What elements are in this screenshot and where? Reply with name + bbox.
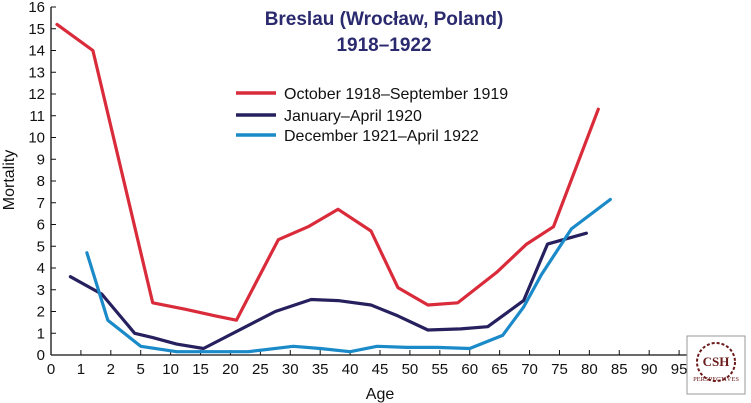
x-axis-label: Age xyxy=(366,386,395,403)
x-tick-label: 50 xyxy=(402,361,419,378)
y-tick-label: 4 xyxy=(37,260,45,277)
x-tick-label: 70 xyxy=(521,361,538,378)
x-tick-label: 55 xyxy=(431,361,448,378)
y-tick-label: 5 xyxy=(37,238,45,255)
series-lines xyxy=(55,22,612,354)
x-tick-label: 90 xyxy=(641,361,658,378)
y-tick-label: 1 xyxy=(37,325,45,342)
series-line-2 xyxy=(68,231,588,351)
y-tick-label: 6 xyxy=(37,217,45,234)
csh-perspectives-logo: CSH PERSPECTIVES xyxy=(686,335,746,395)
y-tick-label: 0 xyxy=(37,347,45,364)
y-axis-label: Mortality xyxy=(1,150,18,210)
y-tick-label: 2 xyxy=(37,304,45,321)
axes xyxy=(50,7,709,356)
logo-ring xyxy=(696,342,736,382)
x-tick-label: 15 xyxy=(192,361,209,378)
x-tick-label: 10 xyxy=(162,361,179,378)
x-tick-label: 45 xyxy=(372,361,389,378)
x-axis-ticks: 0 1 2 5 10 15 20 25 30 35 40 45 50 55 60 65 70 75 80 85 90 95… xyxy=(47,350,722,378)
x-tick-label: 2 xyxy=(107,361,115,378)
x-tick-label: 35 xyxy=(312,361,329,378)
legend: October 1918–September 1919 January–Apri… xyxy=(236,86,508,145)
x-tick-label: 65 xyxy=(491,361,508,378)
y-tick-label: 13 xyxy=(28,64,45,81)
legend-label-1: October 1918–September 1919 xyxy=(284,86,508,103)
y-tick-label: 8 xyxy=(37,173,45,190)
y-tick-label: 12 xyxy=(28,86,45,103)
x-tick-label: 95 xyxy=(671,361,688,378)
y-tick-label: 9 xyxy=(37,151,45,168)
y-tick-label: 16 xyxy=(28,0,45,16)
x-tick-label: 75 xyxy=(551,361,568,378)
x-tick-label: 60 xyxy=(461,361,478,378)
y-tick-label: 7 xyxy=(37,195,45,212)
series-line-3 xyxy=(85,197,612,354)
y-tick-label: 11 xyxy=(29,108,45,125)
legend-label-3: December 1921–April 1922 xyxy=(284,128,479,145)
x-tick-label: 1 xyxy=(77,361,85,378)
y-tick-label: 10 xyxy=(28,130,45,147)
x-tick-label: 30 xyxy=(282,361,299,378)
x-tick-label: 85 xyxy=(611,361,628,378)
chart-title: Breslau (Wrocław, Poland) xyxy=(265,9,504,30)
y-tick-label: 3 xyxy=(37,282,45,299)
chart-subtitle: 1918–1922 xyxy=(336,35,431,56)
x-tick-label: 20 xyxy=(222,361,239,378)
x-tick-label: 5 xyxy=(137,361,145,378)
series-line-1 xyxy=(55,22,600,322)
legend-label-2: January–April 1920 xyxy=(284,108,422,125)
y-tick-label: 15 xyxy=(28,21,45,38)
x-tick-label: 40 xyxy=(342,361,359,378)
logo-subtext: PERSPECTIVES xyxy=(693,376,739,383)
x-tick-label: 80 xyxy=(581,361,598,378)
x-tick-label: 25 xyxy=(252,361,269,378)
y-tick-label: 14 xyxy=(28,43,45,60)
x-tick-label: 0 xyxy=(47,361,55,378)
logo-text: CSH xyxy=(703,354,730,369)
